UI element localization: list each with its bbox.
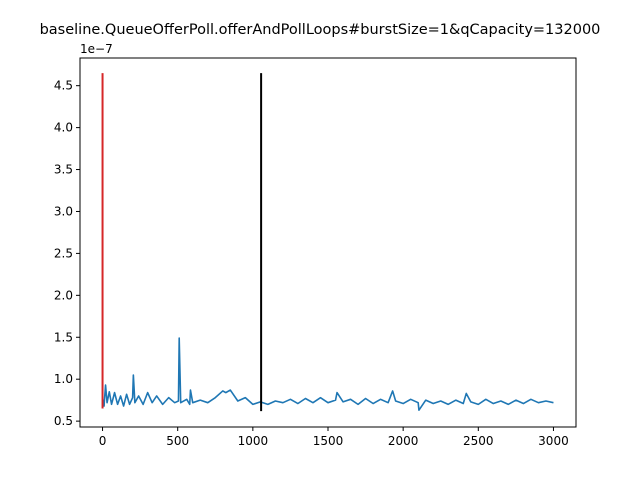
y-offset-label: 1e−7 (80, 42, 113, 56)
plot-area: 0 500 1000 1500 2000 2500 3000 0.5 1.0 1.5 2.0 2.5 3… (54, 57, 577, 448)
x-tick-label: 0 (99, 434, 107, 448)
x-tick-label: 3000 (538, 434, 569, 448)
y-tick-label: 1.5 (54, 330, 73, 344)
chart-title: baseline.QueueOfferPoll.offerAndPollLoop… (40, 22, 601, 38)
y-tick-label: 4.5 (54, 79, 73, 93)
y-tick-label: 2.5 (54, 246, 73, 260)
y-tick-label: 4.0 (54, 121, 73, 135)
x-tick-label: 2500 (463, 434, 494, 448)
y-tick-label: 2.0 (54, 288, 73, 302)
y-tick-label: 1.0 (54, 372, 73, 386)
x-tick-label: 2000 (388, 434, 419, 448)
x-tick-label: 1000 (238, 434, 269, 448)
y-tick-label: 3.5 (54, 163, 73, 177)
y-tick-label: 3.0 (54, 204, 73, 218)
x-tick-label: 500 (166, 434, 189, 448)
x-tick-label: 1500 (313, 434, 344, 448)
series-line-0 (101, 337, 554, 412)
y-tick-label: 0.5 (54, 414, 73, 428)
